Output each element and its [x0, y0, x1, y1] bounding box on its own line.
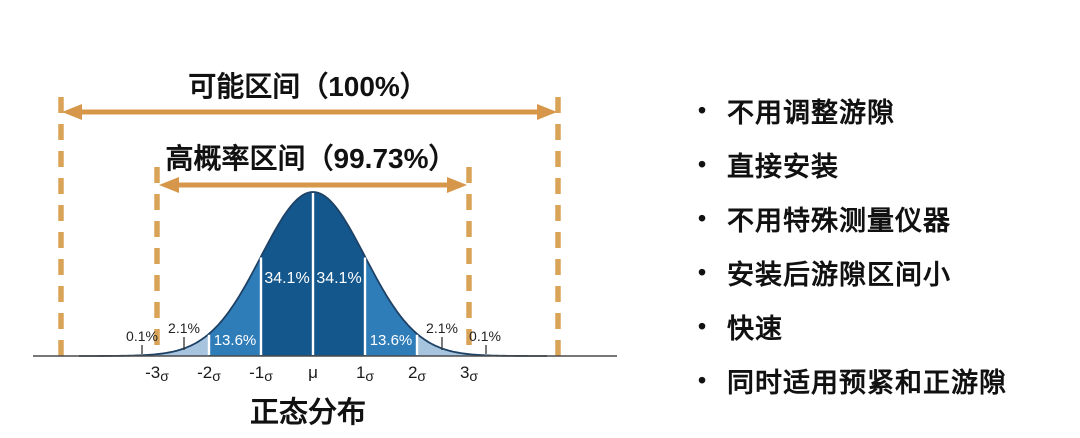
- segment-percent-label: 2.1%: [426, 320, 458, 336]
- list-item: • 同时适用预紧和正游隙: [690, 353, 1075, 407]
- list-item: • 快速: [690, 299, 1075, 353]
- curve-segment-2.1%: [157, 333, 209, 356]
- list-item: • 不用调整游隙: [690, 83, 1075, 137]
- list-item-label: 不用特殊测量仪器: [727, 205, 951, 236]
- gaussian-curve: 0.1% 2.1% 13.6% 34.1% 34.1% 13.6% 2.1% 0.1%: [79, 191, 547, 357]
- list-item-label: 直接安装: [727, 151, 839, 182]
- bullet-icon: •: [698, 312, 708, 339]
- chart-title: 正态分布: [250, 396, 366, 429]
- bullet-icon: •: [698, 150, 708, 177]
- bullet-icon: •: [698, 204, 708, 231]
- x-tick-label: 1σ: [356, 363, 374, 384]
- bullet-icon: •: [698, 96, 708, 123]
- x-tick-label: -3σ: [145, 363, 169, 384]
- list-item: • 安装后游隙区间小: [690, 245, 1075, 299]
- possible-interval-label: 可能区间（100%）: [188, 70, 428, 102]
- segment-percent-label: 13.6%: [370, 332, 413, 349]
- high-probability-interval-arrow: [159, 177, 467, 193]
- x-tick-label: μ: [308, 363, 318, 382]
- high-probability-interval-label: 高概率区间（99.73%）: [166, 142, 457, 174]
- x-axis-tick-labels: -3σ -2σ -1σ μ 1σ 2σ 3σ: [145, 363, 478, 384]
- bullet-icon: •: [698, 366, 708, 393]
- list-item: • 不用特殊测量仪器: [690, 191, 1075, 245]
- segment-percent-label: 13.6%: [214, 332, 257, 349]
- bullet-icon: •: [698, 258, 708, 285]
- list-item: • 直接安装: [690, 137, 1075, 191]
- normal-distribution-chart: 可能区间（100%） 高概率区间（99.73%） 0.1% 2.1% 13.6% 34…: [33, 70, 617, 429]
- list-item-label: 不用调整游隙: [727, 97, 895, 128]
- possible-interval-arrow: [62, 104, 557, 120]
- x-tick-label: -1σ: [249, 363, 273, 384]
- segment-percent-label: 2.1%: [168, 320, 200, 336]
- curve-outline: [79, 191, 547, 357]
- x-tick-label: 2σ: [408, 363, 426, 384]
- segment-percent-label: 34.1%: [316, 270, 361, 287]
- list-item-label: 安装后游隙区间小: [727, 259, 951, 290]
- list-item-label: 快速: [727, 313, 783, 344]
- x-tick-label: 3σ: [460, 363, 478, 384]
- segment-percent-label: 0.1%: [126, 328, 158, 344]
- x-tick-label: -2σ: [197, 363, 221, 384]
- curve-segment-2.1%: [417, 333, 469, 356]
- list-item-label: 同时适用预紧和正游隙: [727, 367, 1007, 398]
- segment-percent-label: 0.1%: [469, 328, 501, 344]
- benefit-list: • 不用调整游隙 • 直接安装 • 不用特殊测量仪器 • 安装后游隙区间小 • …: [690, 83, 1075, 407]
- segment-percent-label: 34.1%: [264, 270, 309, 287]
